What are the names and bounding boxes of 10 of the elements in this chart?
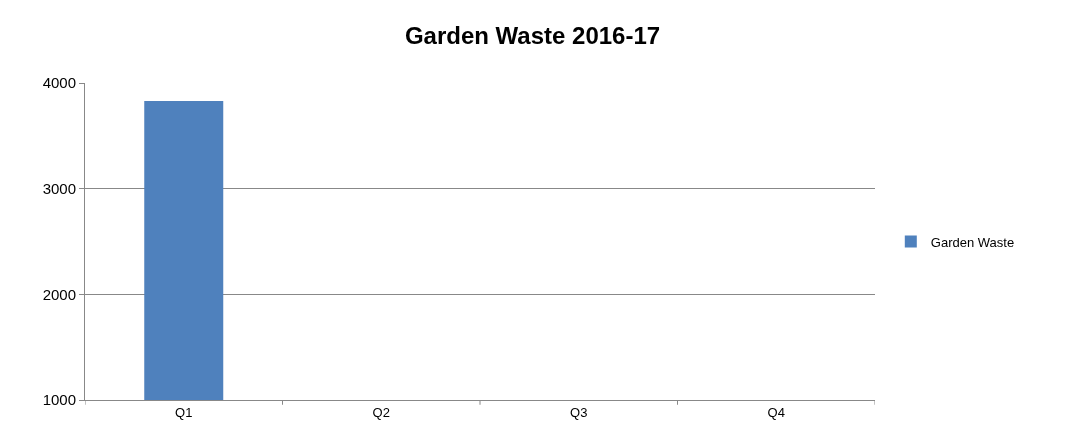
x-tick-label: Q1 [175, 404, 193, 420]
y-tick-label: 4000 [42, 74, 76, 92]
y-tick-label: 3000 [42, 179, 76, 197]
legend-label: Garden Waste [930, 234, 1015, 250]
y-tick-label: 1000 [42, 391, 76, 409]
y-tick-label: 2000 [42, 285, 76, 303]
chart-title: Garden Waste 2016-17 [404, 21, 661, 49]
x-tick-label: Q2 [372, 404, 390, 420]
x-tick-label: Q4 [767, 404, 785, 420]
x-tick-label: Q3 [570, 404, 588, 420]
